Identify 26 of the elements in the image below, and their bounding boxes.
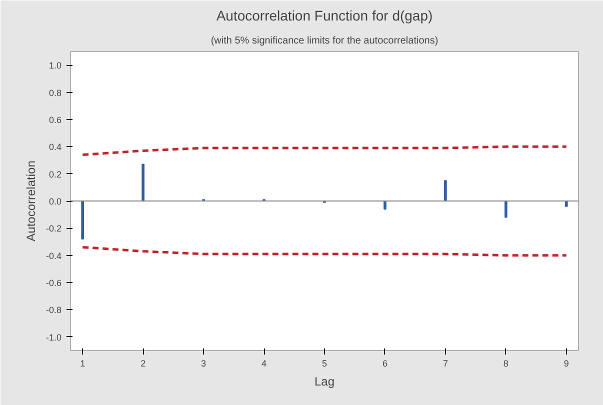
y-tick-label: 1.0 (48, 60, 62, 71)
y-tick-label: 0.0 (48, 196, 62, 206)
y-tick-label: 0.4 (48, 142, 62, 152)
x-tick-label: 7 (442, 358, 448, 368)
y-tick-label: -0.2 (46, 224, 62, 234)
x-tick-label: 8 (503, 358, 508, 368)
x-tick-label: 2 (140, 358, 146, 368)
line-series (81, 145, 568, 156)
y-tick-label: -0.6 (46, 278, 62, 288)
y-tick-label: 0.8 (48, 88, 62, 98)
y-tick-label: -1.0 (46, 332, 62, 342)
y-tick-label: 0.2 (48, 169, 62, 180)
chart-title: Autocorrelation Function for d(gap) (216, 8, 433, 24)
y-tick-label: -0.4 (46, 250, 62, 261)
x-tick-label: 4 (262, 358, 267, 368)
x-tick-label: 3 (201, 358, 206, 368)
line-series (81, 246, 568, 257)
x-tick-label: 6 (382, 358, 388, 368)
x-tick-label: 5 (322, 358, 328, 368)
chart-subtitle: (with 5% significance limits for the autocorrelations) (210, 36, 438, 46)
x-axis-title: Lag (314, 374, 335, 388)
x-tick-label: 9 (564, 358, 569, 368)
y-tick-label: 0.6 (48, 114, 62, 125)
y-axis-title: Autocorrelation (24, 160, 38, 242)
y-tick-label: -0.8 (46, 305, 62, 316)
x-tick-label: 1 (80, 358, 86, 368)
